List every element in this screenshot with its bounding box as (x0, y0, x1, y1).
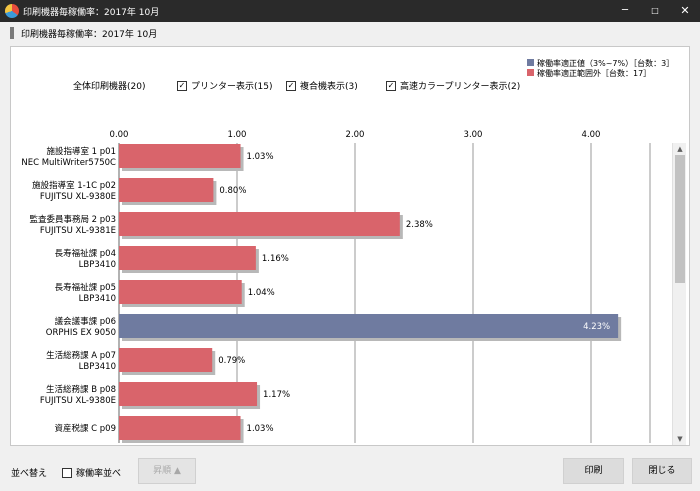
sort-by-utilization-label: 稼働率並べ (76, 469, 122, 479)
category-label: 長寿福祉課 p05 (55, 282, 116, 293)
x-tick-label: 3.00 (464, 130, 483, 140)
category-label: 監査委員事務局 2 p03 (29, 214, 116, 225)
legend-label-out-of-range: 稼働率適正範囲外［台数：17］ (537, 69, 652, 78)
printer-filter-checkbox[interactable]: ✓ (177, 80, 187, 91)
sort-by-utilization-option[interactable]: 稼働率並べ (62, 466, 121, 479)
mfp-filter-label: 複合機表示(3) (300, 82, 358, 92)
bar (119, 382, 258, 406)
scroll-thumb[interactable] (675, 155, 685, 283)
print-button[interactable]: 印刷 (563, 458, 624, 484)
data-label: 1.04% (248, 288, 275, 298)
x-tick-label: 4.00 (582, 130, 601, 140)
legend-swatch-in-range (527, 59, 534, 66)
legend-item-in-range: 稼働率適正値（3%~7%）［台数：3］ (527, 59, 674, 69)
window-title: 印刷機器毎稼働率：2017年 10月 (23, 8, 160, 18)
bar (119, 178, 214, 202)
bar (119, 212, 400, 236)
data-label: 0.80% (219, 186, 246, 196)
category-label: 議会議事課 p06 (55, 316, 116, 327)
bar (119, 348, 213, 372)
color-printer-filter-checkbox[interactable]: ✓ (386, 80, 396, 91)
category-label: 生活総務課 B p08 (46, 384, 116, 395)
category-label: 施設指導室 1 p01 (46, 146, 116, 157)
category-label: 施設指導室 1-1C p02 (32, 180, 116, 191)
category-label: FUJITSU XL-9380E (40, 396, 116, 406)
minimize-button[interactable]: ─ (621, 5, 629, 16)
data-label: 0.79% (218, 356, 245, 366)
legend-label-in-range: 稼働率適正値（3%~7%）［台数：3］ (537, 59, 675, 68)
category-label: 資産税課 C p09 (54, 423, 116, 434)
close-window-button[interactable]: ✕ (680, 4, 690, 17)
category-label: LBP3410 (79, 294, 116, 304)
bar (119, 314, 619, 338)
color-printer-filter[interactable]: ✓ 高速カラープリンター表示(2) (386, 80, 521, 93)
legend-swatch-out-of-range (527, 69, 534, 76)
mfp-filter[interactable]: ✓ 複合機表示(3) (286, 80, 358, 93)
category-label: ORPHIS EX 9050 (46, 328, 116, 338)
pie-chart-icon (5, 4, 19, 18)
category-label: LBP3410 (79, 260, 116, 270)
data-label: 2.38% (406, 220, 433, 230)
legend-item-out-of-range: 稼働率適正範囲外［台数：17］ (527, 69, 674, 79)
data-label: 1.17% (263, 390, 290, 400)
sort-order-button[interactable]: 昇順 ▲ (138, 458, 196, 484)
page-header: 印刷機器毎稼働率：2017年 10月 (0, 22, 700, 44)
category-label: FUJITSU XL-9381E (40, 226, 116, 236)
scroll-up-arrow-icon[interactable]: ▲ (677, 145, 683, 153)
window-titlebar: 印刷機器毎稼働率：2017年 10月 ─ □ ✕ (0, 0, 700, 22)
printer-filter-label: プリンター表示(15) (191, 82, 273, 92)
utilization-bar-chart: 0.00 1.00 2.00 3.00 4.00 1.03% 施設指導室 1 p01NEC … (21, 130, 651, 443)
bar (119, 144, 241, 168)
data-label: 1.16% (262, 254, 289, 264)
scroll-down-arrow-icon[interactable]: ▼ (677, 435, 683, 443)
category-label: NEC MultiWriter5750C (21, 158, 116, 168)
category-label: 生活総務課 A p07 (46, 350, 116, 361)
close-button[interactable]: 閉じる (632, 458, 692, 484)
sort-by-utilization-checkbox[interactable] (62, 467, 72, 478)
printer-filter[interactable]: ✓ プリンター表示(15) (177, 80, 273, 93)
mfp-filter-checkbox[interactable]: ✓ (286, 80, 296, 91)
x-tick-label: 1.00 (228, 130, 247, 140)
chart-scrollbar[interactable]: ▲ ▼ (672, 143, 686, 445)
bar (119, 280, 242, 304)
bar (119, 416, 241, 440)
color-printer-filter-label: 高速カラープリンター表示(2) (400, 82, 521, 92)
category-label: 長寿福祉課 p04 (55, 248, 116, 259)
data-label: 1.03% (247, 152, 274, 162)
category-label: LBP3410 (79, 362, 116, 372)
bar (119, 246, 256, 270)
category-label: FUJITSU XL-9380E (40, 192, 116, 202)
x-tick-label: 0.00 (110, 130, 129, 140)
x-tick-label: 2.00 (346, 130, 365, 140)
data-label: 1.03% (247, 424, 274, 434)
filter-bar: 全体印刷機器(20) ✓ プリンター表示(15) ✓ 複合機表示(3) ✓ 高速カラー… (0, 80, 700, 95)
data-label: 4.23% (583, 322, 610, 332)
page-title: 印刷機器毎稼働率：2017年 10月 (21, 30, 158, 40)
sort-label: 並べ替え (11, 469, 48, 479)
legend: 稼働率適正値（3%~7%）［台数：3］ 稼働率適正範囲外［台数：17］ (527, 59, 674, 79)
header-accent-bar (10, 27, 14, 39)
maximize-button[interactable]: □ (651, 6, 659, 15)
all-devices-label: 全体印刷機器(20) (73, 82, 146, 92)
